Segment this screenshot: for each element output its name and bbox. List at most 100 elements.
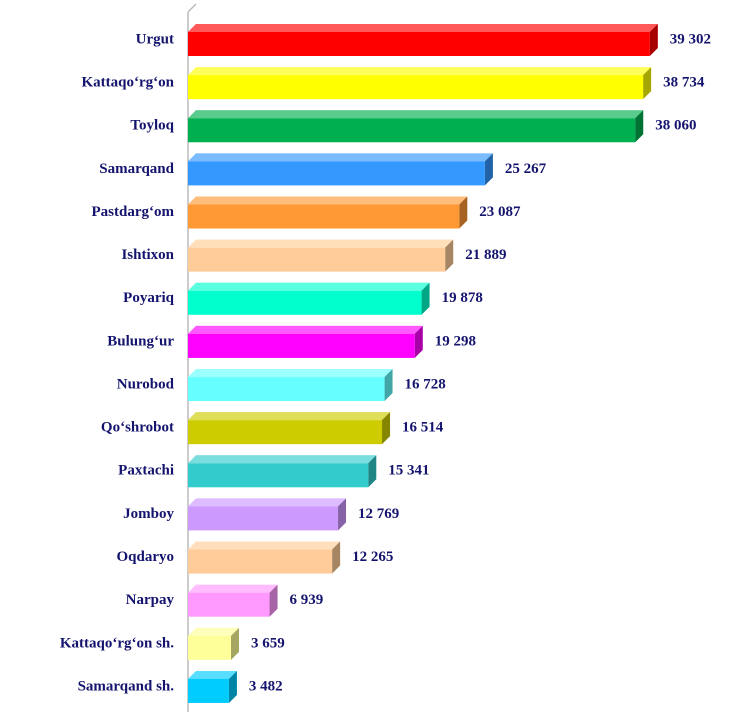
value-label: 15 341 [388, 463, 429, 479]
category-label: Jomboy [123, 506, 174, 522]
bar [188, 290, 422, 315]
bar-top-shade [188, 584, 278, 593]
bar-top-shade [188, 67, 652, 76]
bar-top-shade [188, 239, 454, 248]
bar [188, 420, 383, 445]
category-label: Bulung‘ur [107, 333, 174, 349]
category-label: Toyloq [130, 118, 174, 134]
bar-top [188, 498, 347, 507]
category-label: Samarqand [99, 161, 174, 177]
bar-side-shade [445, 239, 454, 272]
category-label: Poyariq [123, 290, 174, 306]
bar-side-shade [484, 153, 493, 186]
category-label: Nurobod [117, 376, 175, 392]
value-label: 6 939 [290, 592, 324, 608]
bar [188, 204, 460, 229]
value-label: 25 267 [505, 161, 547, 177]
category-label: Ishtixon [121, 247, 174, 263]
value-label: 3 659 [251, 635, 285, 651]
bar-top [188, 110, 644, 119]
bar-side-shade [649, 24, 658, 56]
bar-top [188, 24, 658, 32]
bar [188, 32, 650, 56]
bar-top [188, 627, 239, 636]
value-label: 38 060 [655, 118, 696, 134]
bar-top [188, 412, 391, 421]
bar-side [269, 584, 278, 617]
bar-top [188, 282, 430, 291]
bar-side-shade [382, 412, 391, 445]
bar-top-shade [188, 412, 391, 421]
category-label: Paxtachi [118, 463, 174, 479]
value-label: 19 878 [442, 290, 483, 306]
value-label: 3 482 [249, 678, 283, 694]
bar-top-shade [188, 670, 237, 679]
bar-side [459, 196, 468, 229]
bar-side-shade [459, 196, 468, 229]
bar-top [188, 239, 454, 248]
bar-side [414, 325, 423, 358]
bar-side [332, 541, 341, 574]
bar-top-shade [188, 325, 423, 334]
bar-top [188, 196, 468, 205]
bar [188, 678, 229, 703]
value-label: 38 734 [663, 75, 705, 91]
bar-side [484, 153, 493, 186]
value-label: 12 769 [358, 506, 399, 522]
bar-top-shade [188, 498, 347, 507]
axis-depth [187, 3, 197, 13]
value-label: 23 087 [479, 204, 521, 220]
bar-side [230, 627, 239, 660]
bar-side [368, 455, 377, 488]
category-label: Oqdaryo [116, 549, 174, 565]
bar-top-shade [188, 110, 644, 119]
bar-top [188, 455, 377, 464]
bar-top-shade [188, 369, 393, 378]
bar-side-shade [414, 325, 423, 358]
bar-top [188, 584, 278, 593]
bar [188, 635, 231, 660]
bar-side-shade [338, 498, 347, 531]
bar-top [188, 541, 341, 550]
category-label: Kattaqo‘rg‘on [82, 75, 175, 91]
bar-top-shade [188, 455, 377, 464]
bar-side-shade [269, 584, 278, 617]
bar-side [643, 67, 652, 100]
value-label: 12 265 [352, 549, 393, 565]
category-label: Pastdarg‘om [92, 204, 175, 220]
bar [188, 506, 339, 531]
bar [188, 463, 369, 488]
bar-top [188, 369, 393, 378]
value-label: 16 514 [402, 420, 444, 436]
bar-side-shade [228, 670, 237, 703]
bar-side-shade [230, 627, 239, 660]
bar [188, 333, 415, 358]
bar-side [649, 24, 658, 56]
bar-side [421, 282, 430, 315]
bar-side-shade [332, 541, 341, 574]
bar-side [338, 498, 347, 531]
bar-top-shade [188, 627, 239, 636]
bar-top-shade [188, 196, 468, 205]
bar [188, 118, 636, 143]
bar-side-shade [421, 282, 430, 315]
bar-top-shade [188, 24, 658, 32]
bar-side [445, 239, 454, 272]
bar [188, 592, 270, 617]
bar-side-shade [368, 455, 377, 488]
value-label: 19 298 [435, 333, 476, 349]
bar [188, 75, 644, 100]
bar-top-shade [188, 541, 341, 550]
bar [188, 161, 485, 186]
bar-top-shade [188, 153, 493, 162]
category-label: Samarqand sh. [78, 678, 175, 694]
bar-top-shade [188, 282, 430, 291]
bar-side [228, 670, 237, 703]
bar-side-shade [643, 67, 652, 100]
category-label: Kattaqo‘rg‘on sh. [60, 635, 174, 651]
bar-side-shade [384, 369, 393, 402]
category-label: Qo‘shrobot [101, 420, 174, 436]
bar-side [382, 412, 391, 445]
value-label: 39 302 [670, 31, 711, 47]
